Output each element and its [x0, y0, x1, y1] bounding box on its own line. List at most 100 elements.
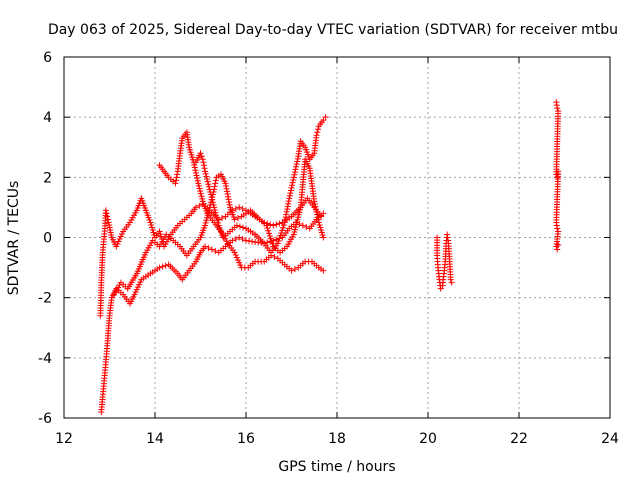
data-point [263, 222, 270, 229]
data-point [280, 222, 287, 229]
data-point [149, 226, 156, 233]
data-point [282, 216, 289, 223]
data-point [113, 243, 120, 250]
data-point [198, 153, 205, 160]
data-point [239, 205, 246, 212]
data-point [148, 224, 155, 231]
data-point [315, 126, 322, 133]
data-point [134, 284, 141, 291]
data-point [202, 170, 209, 177]
data-point [197, 150, 204, 157]
series-track-g [553, 99, 562, 253]
data-point [224, 191, 231, 198]
data-point [233, 254, 240, 261]
data-point [173, 177, 180, 184]
data-point [117, 233, 124, 240]
x-tick-label: 20 [419, 431, 437, 447]
data-point [318, 226, 325, 233]
data-point [194, 175, 201, 182]
data-point [150, 229, 157, 236]
data-point [276, 220, 283, 227]
data-point [299, 222, 306, 229]
data-point [105, 219, 112, 226]
data-point [191, 164, 198, 171]
data-point [320, 117, 327, 124]
data-point [287, 187, 294, 194]
data-point [313, 132, 320, 139]
data-point [203, 173, 210, 180]
data-point [266, 232, 273, 239]
y-tick-label: 4 [43, 110, 52, 126]
data-point [192, 169, 199, 176]
data-point [312, 206, 319, 213]
data-point [132, 289, 139, 296]
data-point [264, 239, 271, 246]
data-point [206, 186, 213, 193]
data-point [290, 176, 297, 183]
data-point [198, 193, 205, 200]
data-point [102, 207, 109, 214]
data-point [196, 185, 203, 192]
data-point [204, 212, 211, 219]
data-point [223, 185, 230, 192]
x-tick-label: 22 [510, 431, 528, 447]
data-points [97, 99, 562, 415]
data-point [213, 212, 220, 219]
series-track-e [192, 114, 329, 256]
data-point [187, 149, 194, 156]
data-point [231, 216, 238, 223]
data-point [313, 208, 320, 215]
data-point [205, 183, 212, 190]
data-point [279, 227, 286, 234]
y-tick-labels: -6 -4 -2 0 2 4 6 [38, 50, 52, 427]
data-point [106, 224, 113, 231]
data-point [235, 257, 242, 264]
data-point [104, 213, 111, 220]
data-point [197, 190, 204, 197]
data-point [278, 229, 285, 236]
data-point [289, 179, 296, 186]
data-point [199, 156, 206, 163]
data-point [224, 188, 231, 195]
data-point [197, 188, 204, 195]
grid-lines [64, 57, 610, 418]
data-point [157, 230, 164, 237]
data-point [208, 246, 215, 253]
data-point [219, 214, 226, 221]
data-point [223, 183, 230, 190]
data-point [232, 236, 239, 243]
data-point [188, 151, 195, 158]
data-point [239, 224, 246, 231]
data-point [192, 167, 199, 174]
data-point [233, 222, 240, 229]
data-point [554, 105, 561, 112]
data-point [265, 227, 272, 234]
data-point [246, 238, 253, 245]
data-point [174, 171, 181, 178]
y-tick-label: -6 [38, 411, 52, 427]
data-point [107, 229, 114, 236]
data-point [148, 221, 155, 228]
data-point [289, 182, 296, 189]
data-point [156, 264, 163, 271]
data-point [315, 216, 322, 223]
data-point [554, 225, 561, 232]
data-point [318, 229, 325, 236]
series-track-f [434, 231, 455, 292]
data-point [162, 262, 169, 269]
data-point [202, 222, 209, 229]
data-point [291, 169, 298, 176]
plot-frame [63, 56, 611, 419]
data-point [186, 144, 193, 151]
x-tick-label: 18 [328, 431, 346, 447]
y-tick-label: -2 [38, 291, 52, 307]
data-point [211, 204, 218, 211]
data-point [312, 203, 319, 210]
data-point [267, 221, 274, 228]
data-point [294, 158, 301, 165]
data-point [201, 165, 208, 172]
data-point [211, 183, 218, 190]
data-point [226, 199, 233, 206]
data-point [236, 234, 243, 241]
data-point [232, 252, 239, 259]
